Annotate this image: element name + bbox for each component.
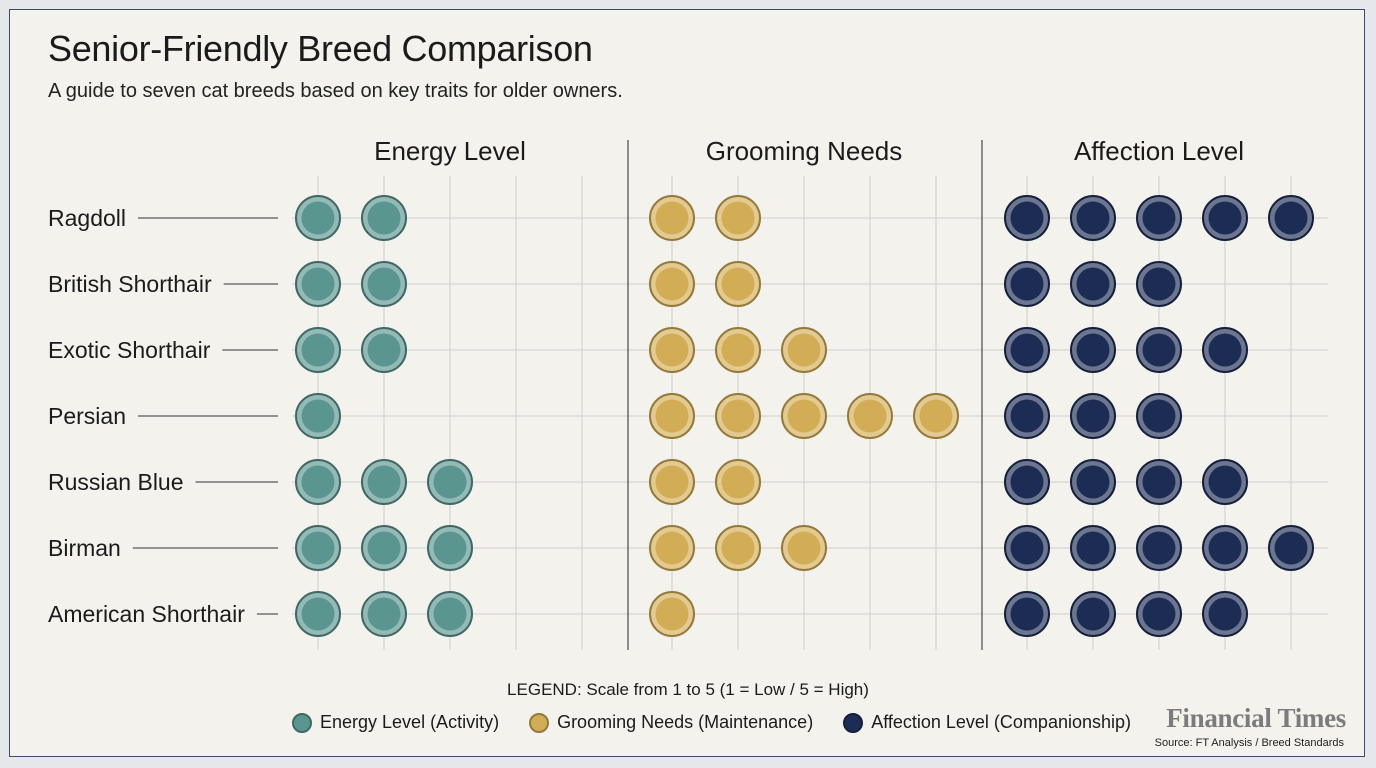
- legend-label-grooming: Grooming Needs (Maintenance): [557, 712, 814, 732]
- legend-item-affection: Affection Level (Companionship): [843, 712, 1131, 733]
- dot-energy-level-ragdoll: [361, 195, 407, 241]
- row-label-exotic-shorthair: Exotic Shorthair: [48, 337, 211, 363]
- legend: Energy Level (Activity) Grooming Needs (…: [292, 712, 1131, 733]
- dot-grooming-needs-american-shorthair: [649, 591, 695, 637]
- row-label-british-shorthair: British Shorthair: [48, 271, 212, 297]
- row-label-russian-blue: Russian Blue: [48, 469, 184, 495]
- legend-swatch-grooming: [529, 712, 550, 733]
- dot-affection-level-ragdoll: [1268, 195, 1314, 241]
- dot-affection-level-russian-blue: [1070, 459, 1116, 505]
- dot-energy-level-birman: [295, 525, 341, 571]
- legend-item-energy: Energy Level (Activity): [292, 712, 499, 733]
- dot-affection-level-british-shorthair: [1004, 261, 1050, 307]
- dot-affection-level-american-shorthair: [1070, 591, 1116, 637]
- dot-affection-level-russian-blue: [1136, 459, 1182, 505]
- dot-grooming-needs-exotic-shorthair: [715, 327, 761, 373]
- legend-title: LEGEND: Scale from 1 to 5 (1 = Low / 5 =…: [507, 680, 869, 699]
- dot-grooming-needs-british-shorthair: [715, 261, 761, 307]
- dot-grooming-needs-ragdoll: [715, 195, 761, 241]
- row-label-american-shorthair: American Shorthair: [48, 601, 245, 627]
- row-label-persian: Persian: [48, 403, 126, 429]
- group-header-grooming-needs: Grooming Needs: [706, 136, 903, 166]
- dot-energy-level-exotic-shorthair: [295, 327, 341, 373]
- dot-affection-level-american-shorthair: [1004, 591, 1050, 637]
- dot-energy-level-american-shorthair: [427, 591, 473, 637]
- dot-affection-level-russian-blue: [1202, 459, 1248, 505]
- dot-energy-level-birman: [361, 525, 407, 571]
- dot-grooming-needs-birman: [781, 525, 827, 571]
- legend-item-grooming: Grooming Needs (Maintenance): [529, 712, 813, 733]
- dot-affection-level-persian: [1070, 393, 1116, 439]
- dot-affection-level-british-shorthair: [1070, 261, 1116, 307]
- group-header-affection-level: Affection Level: [1074, 136, 1244, 166]
- dot-energy-level-russian-blue: [361, 459, 407, 505]
- dot-affection-level-exotic-shorthair: [1070, 327, 1116, 373]
- dot-energy-level-british-shorthair: [295, 261, 341, 307]
- dot-affection-level-exotic-shorthair: [1202, 327, 1248, 373]
- row-label-ragdoll: Ragdoll: [48, 205, 126, 231]
- dot-grooming-needs-persian: [781, 393, 827, 439]
- dot-energy-level-birman: [427, 525, 473, 571]
- dot-grooming-needs-ragdoll: [649, 195, 695, 241]
- dot-affection-level-birman: [1268, 525, 1314, 571]
- dot-affection-level-ragdoll: [1202, 195, 1248, 241]
- dot-affection-level-american-shorthair: [1136, 591, 1182, 637]
- group-header-energy-level: Energy Level: [374, 136, 526, 166]
- legend-swatch-affection: [843, 712, 864, 733]
- dot-grooming-needs-exotic-shorthair: [649, 327, 695, 373]
- dot-grooming-needs-persian: [847, 393, 893, 439]
- dot-affection-level-russian-blue: [1004, 459, 1050, 505]
- dot-grooming-needs-british-shorthair: [649, 261, 695, 307]
- dot-affection-level-birman: [1004, 525, 1050, 571]
- dot-affection-level-ragdoll: [1136, 195, 1182, 241]
- dot-grooming-needs-russian-blue: [715, 459, 761, 505]
- source-note: Source: FT Analysis / Breed Standards: [1154, 737, 1344, 749]
- dot-grooming-needs-persian: [715, 393, 761, 439]
- dot-affection-level-persian: [1136, 393, 1182, 439]
- dot-energy-level-russian-blue: [427, 459, 473, 505]
- dot-affection-level-ragdoll: [1004, 195, 1050, 241]
- dot-energy-level-american-shorthair: [361, 591, 407, 637]
- dot-affection-level-ragdoll: [1070, 195, 1116, 241]
- dot-affection-level-birman: [1136, 525, 1182, 571]
- chart-subtitle: A guide to seven cat breeds based on key…: [48, 80, 623, 102]
- dot-grooming-needs-persian: [649, 393, 695, 439]
- chart-title: Senior-Friendly Breed Comparison: [48, 28, 593, 69]
- dot-energy-level-russian-blue: [295, 459, 341, 505]
- dot-affection-level-american-shorthair: [1202, 591, 1248, 637]
- dot-affection-level-exotic-shorthair: [1136, 327, 1182, 373]
- chart-frame: [9, 9, 1365, 757]
- legend-label-energy: Energy Level (Activity): [320, 712, 500, 732]
- dot-grooming-needs-birman: [715, 525, 761, 571]
- dot-grooming-needs-birman: [649, 525, 695, 571]
- legend-label-affection: Affection Level (Companionship): [871, 712, 1132, 732]
- dot-affection-level-exotic-shorthair: [1004, 327, 1050, 373]
- dot-affection-level-british-shorthair: [1136, 261, 1182, 307]
- row-label-birman: Birman: [48, 535, 121, 561]
- dot-grooming-needs-persian: [913, 393, 959, 439]
- dot-energy-level-ragdoll: [295, 195, 341, 241]
- dot-energy-level-british-shorthair: [361, 261, 407, 307]
- legend-swatch-energy: [292, 712, 312, 733]
- dot-energy-level-persian: [295, 393, 341, 439]
- dot-grooming-needs-russian-blue: [649, 459, 695, 505]
- dot-affection-level-persian: [1004, 393, 1050, 439]
- dot-grooming-needs-exotic-shorthair: [781, 327, 827, 373]
- dot-energy-level-exotic-shorthair: [361, 327, 407, 373]
- brand-logo: Financial Times: [1166, 703, 1346, 733]
- dot-affection-level-birman: [1202, 525, 1248, 571]
- dot-affection-level-birman: [1070, 525, 1116, 571]
- dot-energy-level-american-shorthair: [295, 591, 341, 637]
